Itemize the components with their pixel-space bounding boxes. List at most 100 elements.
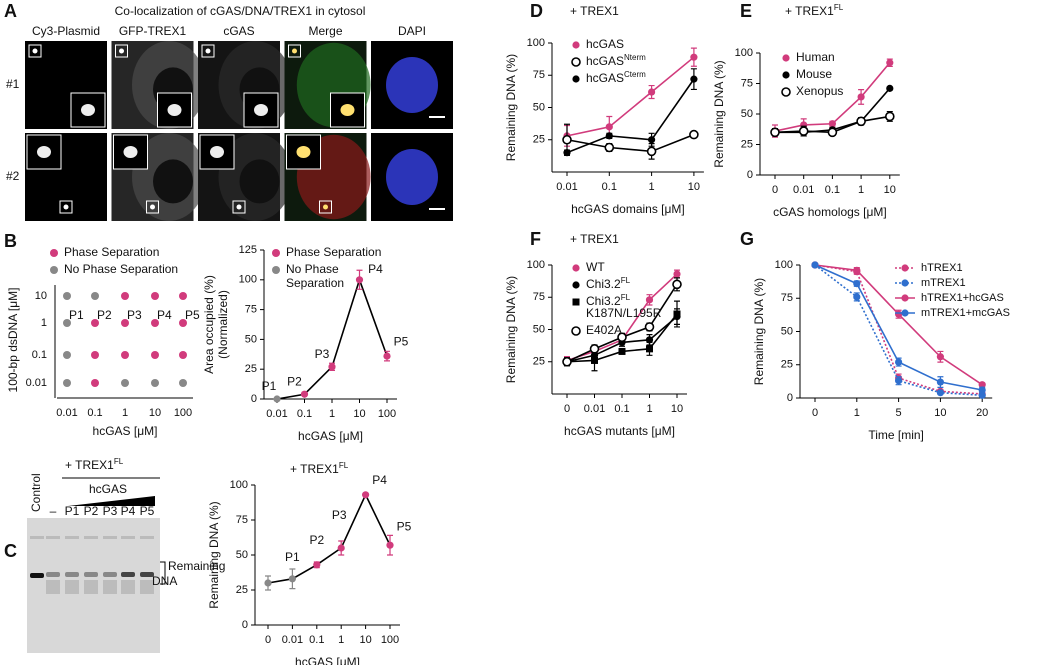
x-tick-label: 10 — [884, 184, 896, 196]
marker — [383, 352, 391, 360]
roi-signal — [323, 204, 328, 210]
marker — [828, 120, 837, 128]
annotation: P1 — [285, 550, 300, 564]
annotation: P1 — [69, 308, 84, 322]
well — [140, 536, 154, 539]
y-tick-label: 75 — [533, 291, 545, 303]
y-tick-label: 50 — [741, 108, 753, 120]
marker — [884, 111, 895, 122]
legend-label-main: hTREX1 — [921, 262, 963, 274]
x-axis-label: Time [min] — [868, 428, 924, 442]
marker — [562, 134, 572, 145]
y-tick-label: 0 — [251, 393, 257, 405]
marker — [886, 84, 894, 92]
x-tick-label: 0.01 — [793, 184, 814, 196]
x-tick-label: 10 — [353, 408, 365, 420]
x-tick-label: 100 — [174, 407, 192, 419]
marker — [604, 142, 615, 153]
legend-label-main: E402A — [586, 323, 622, 337]
legend-label: Chi3.2FL — [586, 276, 631, 292]
band-label: Remaining — [168, 559, 225, 573]
legend-label-main: hcGAS — [586, 71, 624, 85]
x-tick-label: 1 — [649, 181, 655, 193]
legend-label-sup: Nterm — [624, 53, 646, 62]
legend-label-main: Mouse — [796, 67, 832, 81]
x-tick-label: 0 — [564, 403, 570, 415]
dot — [179, 319, 187, 327]
marker — [355, 276, 364, 284]
marker — [811, 261, 819, 269]
marker — [617, 332, 627, 343]
marker — [264, 579, 272, 587]
x-axis-label: cGAS homologs [μM] — [773, 205, 887, 219]
roi-box — [201, 44, 215, 58]
marker — [645, 336, 654, 344]
y-tick-label: 0 — [747, 169, 753, 181]
roi-box — [288, 44, 301, 58]
x-tick-label: 0.01 — [282, 634, 303, 646]
y-tick-label: 25 — [781, 359, 793, 371]
chart-title-main: + TREX1 — [290, 462, 339, 476]
dna-band — [30, 573, 44, 578]
marker — [572, 264, 580, 272]
roi-signal — [150, 204, 155, 210]
x-tick-label: 1 — [338, 634, 344, 646]
lane-label: P5 — [140, 504, 155, 518]
legend-label: K187N/L195R — [586, 306, 662, 320]
y-tick-label: 25 — [533, 356, 545, 368]
smear — [121, 580, 135, 594]
x-tick-label: 20 — [976, 407, 988, 419]
dot — [151, 351, 159, 359]
annotation: P4 — [157, 308, 172, 322]
legend-label-main: mTREX1 — [921, 277, 966, 289]
y-axis-label: Remaining DNA (%) — [207, 501, 221, 608]
legend-label: mTREX1+mcGAS — [921, 307, 1010, 319]
y-tick-label: 10 — [35, 290, 47, 302]
panel-letter: G — [740, 229, 754, 249]
marker — [328, 363, 336, 371]
marker — [936, 378, 945, 386]
legend-label: Phase Separation — [286, 245, 381, 259]
marker — [856, 116, 866, 127]
legend-label: hcGAS — [586, 37, 624, 51]
y-axis-label: Remaining DNA (%) — [504, 276, 518, 383]
lane-label: – — [50, 504, 57, 518]
row-label: #1 — [6, 77, 20, 91]
x-tick-label: 0.1 — [87, 407, 102, 419]
inset-signal — [37, 146, 51, 158]
well — [30, 536, 44, 539]
y-tick-label: 25 — [533, 134, 545, 146]
roi-signal — [32, 48, 38, 54]
legend-label-main: WT — [586, 260, 605, 274]
legend-label: Mouse — [796, 67, 832, 81]
legend-label-sup: Cterm — [624, 70, 646, 79]
legend-label: mTREX1 — [921, 277, 966, 289]
roi-signal — [292, 48, 297, 54]
x-axis-label: hcGAS [μM] — [298, 429, 363, 443]
legend-marker — [272, 249, 280, 257]
smear — [65, 580, 79, 594]
roi-box — [115, 44, 128, 58]
inset-signal — [167, 104, 182, 116]
marker — [827, 127, 838, 138]
marker — [313, 561, 321, 569]
marker — [605, 132, 613, 140]
y-tick-label: 75 — [781, 292, 793, 304]
marker — [648, 136, 656, 144]
annotation: P2 — [287, 374, 302, 388]
annotation: P2 — [309, 533, 324, 547]
dot — [91, 292, 99, 300]
panel-letter: F — [530, 229, 541, 249]
well — [121, 536, 135, 539]
x-axis-label: hcGAS domains [μM] — [571, 202, 685, 216]
dna-band — [121, 572, 135, 577]
panel-letter: A — [4, 1, 17, 21]
x-tick-label: 0.01 — [266, 408, 287, 420]
gel-title: + TREX1FL — [65, 457, 124, 473]
legend-label: hcGASNterm — [586, 53, 646, 69]
x-tick-label: 10 — [688, 181, 700, 193]
marker — [853, 280, 861, 288]
marker — [782, 71, 790, 79]
marker — [978, 391, 986, 399]
